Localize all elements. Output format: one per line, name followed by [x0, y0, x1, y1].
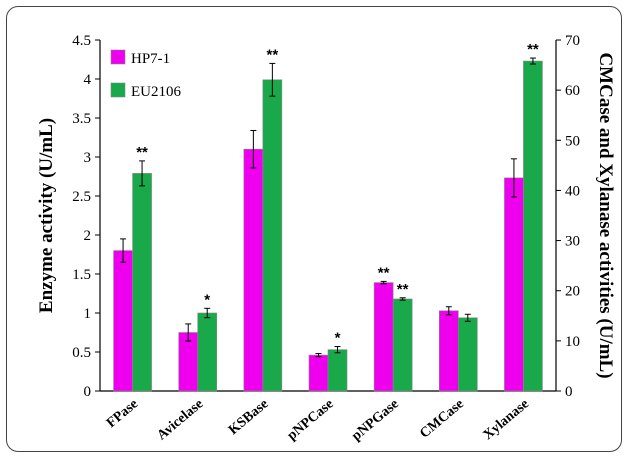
y-tick-label: 0 [84, 384, 92, 400]
y2-tick-label: 0 [565, 384, 573, 400]
legend-swatch-hp71 [110, 49, 126, 65]
bar-hp71 [243, 148, 264, 392]
y-axis-title: Enzyme activity (U/mL) [36, 118, 57, 313]
y2-tick-label: 70 [565, 33, 580, 49]
y-tick-label: 4 [84, 72, 92, 88]
x-tick-label: FPase [104, 397, 141, 431]
y-tick-label: 0.5 [72, 345, 91, 361]
y2-axis-title: CMCase and Xylanase activities (U/mL) [595, 52, 616, 378]
y-tick-label: 3 [84, 150, 92, 166]
bar-eu2106 [197, 312, 218, 392]
bar-eu2106 [523, 60, 543, 392]
significance-marker: * [335, 330, 341, 347]
bar-eu2106 [457, 317, 478, 392]
x-tick-label: pNPCase [285, 397, 337, 444]
y2-tick-label: 40 [565, 183, 580, 199]
y-tick-label: 2.5 [72, 189, 91, 205]
y2-tick-label: 10 [565, 334, 580, 350]
legend-swatch-eu2106 [110, 82, 126, 98]
bar-eu2106 [262, 79, 283, 392]
x-tick-label: KSBase [226, 397, 271, 439]
y-tick-label: 3.5 [72, 111, 91, 127]
y-tick-label: 4.5 [72, 33, 91, 49]
significance-marker: ** [527, 41, 539, 58]
y-tick-label: 2 [84, 228, 92, 244]
bar-eu2106 [392, 298, 413, 392]
significance-marker: ** [136, 144, 148, 161]
bar-eu2106 [327, 349, 348, 392]
bar-hp71 [504, 177, 524, 392]
significance-marker: ** [378, 264, 390, 281]
y2-tick-label: 30 [565, 234, 580, 250]
bar-hp71 [308, 354, 329, 392]
bar-eu2106 [132, 173, 152, 392]
y-tick-label: 1.5 [72, 267, 91, 283]
x-tick-label: CMCase [417, 397, 467, 442]
x-tick-label: Xylanase [481, 397, 532, 443]
y2-tick-label: 20 [565, 284, 580, 300]
significance-marker: ** [397, 281, 409, 298]
y2-tick-label: 60 [565, 83, 580, 99]
x-tick-label: pNPGase [349, 397, 402, 444]
bar-hp71 [373, 282, 394, 392]
legend-label: EU2106 [131, 84, 181, 100]
legend-label: HP7-1 [131, 51, 170, 67]
significance-marker: ** [267, 46, 279, 63]
bar-hp71 [438, 310, 459, 392]
significance-marker: * [204, 291, 210, 308]
x-tick-label: Avicelase [155, 397, 207, 444]
y-tick-label: 1 [84, 306, 92, 322]
bar-hp71 [113, 250, 133, 392]
y2-tick-label: 50 [565, 133, 580, 149]
